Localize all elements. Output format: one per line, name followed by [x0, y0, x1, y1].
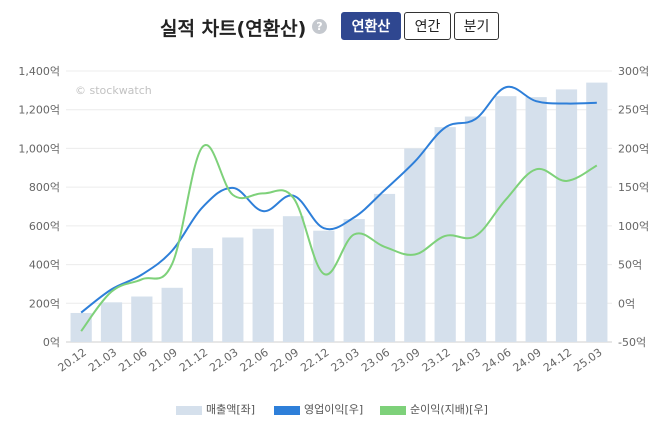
revenue-bar[interactable] — [495, 96, 517, 343]
x-tick-label: 23.06 — [359, 346, 392, 375]
right-tick-label: 50억 — [618, 259, 642, 272]
revenue-bar[interactable] — [161, 287, 183, 342]
x-tick-label: 24.12 — [541, 346, 574, 375]
revenue-bar[interactable] — [525, 97, 547, 342]
right-tick-label: 300억 — [618, 65, 649, 78]
revenue-bar[interactable] — [100, 302, 123, 342]
x-tick-label: 24.03 — [450, 346, 483, 375]
right-tick-label: 150억 — [618, 181, 649, 194]
revenue-bar[interactable] — [555, 89, 578, 342]
revenue-bar[interactable] — [313, 230, 335, 342]
x-tick-label: 21.03 — [86, 346, 119, 375]
legend-item-operating-profit[interactable]: 영업이익[우] — [274, 401, 363, 417]
operating-profit-line[interactable] — [80, 85, 597, 314]
chart-header: 실적 차트(연환산) ? 연환산 연간 분기 — [0, 10, 665, 44]
period-button-annual[interactable]: 연간 — [404, 12, 451, 40]
revenue-bar[interactable] — [404, 148, 426, 342]
revenue-bar[interactable] — [586, 82, 608, 342]
left-tick-label: 800억 — [29, 181, 60, 194]
legend-label-net-income: 순이익(지배)[우] — [410, 403, 488, 416]
x-tick-label: 22.09 — [268, 346, 301, 375]
right-tick-label: -50억 — [618, 336, 646, 349]
left-tick-label: 400억 — [29, 259, 60, 272]
watermark: © stockwatch — [75, 84, 152, 97]
revenue-bar[interactable] — [464, 116, 487, 342]
right-axis: -50억 0억 50억 100억 150억 200억 250억 300억 — [618, 65, 649, 349]
left-tick-label: 1,000억 — [18, 142, 60, 155]
profit-lines — [80, 85, 598, 332]
revenue-bar[interactable] — [434, 127, 456, 342]
legend-swatch-revenue — [176, 405, 202, 415]
x-tick-label: 21.06 — [116, 346, 149, 375]
x-tick-label: 22.03 — [207, 346, 240, 375]
legend-label-revenue: 매출액[좌] — [206, 403, 256, 416]
x-tick-label: 25.03 — [571, 346, 604, 375]
legend-swatch-net-income — [380, 405, 406, 415]
left-tick-label: 0억 — [43, 336, 60, 349]
x-tick-label: 21.09 — [147, 346, 180, 375]
chart-title: 실적 차트(연환산) — [160, 18, 307, 40]
x-tick-label: 22.12 — [298, 346, 331, 375]
left-tick-label: 1,200억 — [18, 104, 60, 117]
period-button-quarterly[interactable]: 분기 — [454, 12, 499, 40]
revenue-bar[interactable] — [191, 248, 214, 342]
x-tick-label: 24.06 — [480, 346, 513, 375]
x-tick-label: 20.12 — [56, 346, 89, 375]
legend-label-operating-profit: 영업이익[우] — [304, 403, 364, 416]
revenue-bar[interactable] — [252, 228, 274, 342]
right-tick-label: 100억 — [618, 220, 649, 233]
x-tick-label: 23.09 — [389, 346, 422, 375]
revenue-bar[interactable] — [343, 219, 365, 342]
left-tick-label: 1,400억 — [18, 65, 60, 78]
left-tick-label: 200억 — [29, 297, 60, 310]
legend-item-net-income[interactable]: 순이익(지배)[우] — [380, 401, 488, 417]
x-tick-label: 24.09 — [511, 346, 544, 375]
right-tick-label: 0억 — [618, 297, 635, 310]
period-button-annualized[interactable]: 연환산 — [341, 12, 401, 40]
revenue-bar[interactable] — [282, 216, 305, 342]
grid-lines — [66, 70, 612, 343]
x-axis: 20.1221.0321.0621.0921.1222.0322.0622.09… — [56, 346, 605, 375]
left-axis: 0억 200억 400억 600억 800억 1,000억 1,200억 1,400억 — [18, 65, 60, 349]
chart-legend: 매출액[좌] 영업이익[우] 순이익(지배)[우] — [0, 401, 665, 417]
x-tick-label: 23.03 — [329, 346, 362, 375]
revenue-bar[interactable] — [131, 296, 153, 342]
revenue-bars — [70, 82, 608, 343]
right-tick-label: 200억 — [618, 142, 649, 155]
revenue-bar[interactable] — [70, 312, 92, 342]
legend-swatch-operating-profit — [274, 405, 300, 415]
right-tick-label: 250억 — [618, 104, 649, 117]
x-tick-label: 21.12 — [177, 346, 210, 375]
net-income-line[interactable] — [80, 143, 598, 332]
revenue-bar[interactable] — [222, 237, 244, 342]
x-tick-label: 22.06 — [238, 346, 271, 375]
revenue-bar[interactable] — [373, 193, 396, 342]
legend-item-revenue[interactable]: 매출액[좌] — [176, 401, 255, 417]
left-tick-label: 600억 — [29, 220, 60, 233]
x-tick-label: 23.12 — [420, 346, 453, 375]
help-icon[interactable]: ? — [312, 19, 327, 34]
